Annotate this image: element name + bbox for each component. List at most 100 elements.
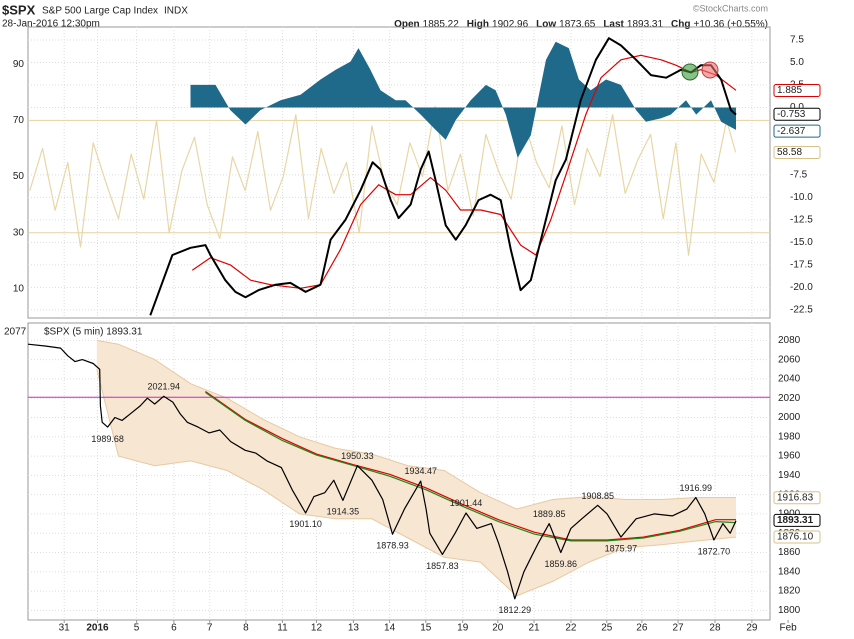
price-annotation: 1901.44 bbox=[450, 498, 483, 508]
y2-tick-label: -17.5 bbox=[790, 260, 813, 271]
symbol: $SPX bbox=[2, 2, 36, 17]
legend: $SPX (5 min) 1893.31 bbox=[44, 327, 143, 338]
quote-value: +10.36 (+0.55%) bbox=[694, 19, 769, 30]
value-box bbox=[773, 107, 821, 121]
x-tick-label: 6 bbox=[171, 623, 177, 634]
price-annotation: 1875.97 bbox=[605, 543, 638, 553]
band-lower bbox=[96, 369, 737, 597]
y-tick-label: 1860 bbox=[778, 547, 801, 558]
quote-label: High bbox=[467, 19, 489, 30]
band-upper bbox=[96, 339, 736, 510]
quote-value: 1893.31 bbox=[627, 19, 664, 30]
quote-label: Chg bbox=[671, 19, 690, 30]
x-tick-label: 5 bbox=[134, 623, 140, 634]
price-annotation: 1950.33 bbox=[341, 451, 374, 461]
x-tick-label: 19 bbox=[457, 623, 469, 634]
value-box-label: -0.753 bbox=[777, 109, 806, 120]
x-tick-label: 12 bbox=[311, 623, 323, 634]
sell-signal bbox=[701, 61, 719, 79]
price-annotation: 1934.47 bbox=[404, 466, 437, 476]
series-line bbox=[205, 391, 737, 542]
value-box-label: 1916.83 bbox=[777, 492, 814, 503]
price-annotation: 1901.10 bbox=[289, 519, 322, 529]
index-name: S&P 500 Large Cap Index bbox=[42, 6, 158, 17]
y-tick-label: 2040 bbox=[778, 374, 801, 385]
quote-value: 1885.22 bbox=[423, 19, 460, 30]
exchange: INDX bbox=[164, 6, 188, 17]
y-tick-label: 10 bbox=[13, 284, 25, 295]
price-annotation: 1908.85 bbox=[581, 491, 614, 501]
price-annotation: 1989.68 bbox=[91, 434, 124, 444]
y2-tick-label: 7.5 bbox=[790, 35, 804, 46]
value-box bbox=[773, 145, 821, 159]
x-tick-label: 7 bbox=[207, 623, 213, 634]
price-layer: 1800182018401860188019001920194019601980… bbox=[4, 323, 821, 634]
quote: Open 1885.22 High 1902.96 Low 1873.65 Last 1893… bbox=[394, 19, 768, 30]
series-line bbox=[27, 343, 737, 600]
start-label: 2077 bbox=[4, 327, 27, 338]
y-tick-label: 30 bbox=[13, 227, 25, 238]
price-annotation: 1889.85 bbox=[533, 509, 566, 519]
y2-tick-label: 5.0 bbox=[790, 57, 804, 68]
y-tick-label: 50 bbox=[13, 171, 25, 182]
y2-tick-label: -10.0 bbox=[790, 192, 813, 203]
y2-tick-label: -22.5 bbox=[790, 305, 813, 316]
value-box-label: 1876.10 bbox=[777, 532, 814, 543]
price-annotation: 1859.86 bbox=[545, 559, 578, 569]
y-tick-label: 2060 bbox=[778, 354, 801, 365]
value-box-label: -2.637 bbox=[777, 126, 806, 137]
y-tick-label: 2080 bbox=[778, 335, 801, 346]
quote-label: Last bbox=[603, 19, 624, 30]
y-tick-label: 70 bbox=[13, 115, 25, 126]
value-box bbox=[773, 491, 821, 505]
price-annotation: 1812.29 bbox=[499, 605, 532, 615]
price-annotation: 1872.70 bbox=[698, 547, 731, 557]
x-tick-label: 28 bbox=[709, 623, 721, 634]
y-tick-label: 1980 bbox=[778, 431, 801, 442]
x-tick-label: 27 bbox=[673, 623, 685, 634]
value-box bbox=[773, 83, 821, 97]
price-annotation: 1914.35 bbox=[327, 506, 360, 516]
x-tick-label: 13 bbox=[348, 623, 360, 634]
band-fill bbox=[96, 340, 737, 596]
quote-value: 1902.96 bbox=[492, 19, 529, 30]
watermark: ©StockCharts.com bbox=[693, 3, 768, 13]
series-line bbox=[205, 391, 736, 541]
y2-tick-label: -15.0 bbox=[790, 237, 813, 248]
value-box-label: 1.885 bbox=[777, 85, 802, 96]
x-tick-label: 26 bbox=[636, 623, 648, 634]
y-tick-label: 1960 bbox=[778, 451, 801, 462]
y-tick-label: 1840 bbox=[778, 566, 801, 577]
y2-tick-label: 0.0 bbox=[790, 102, 804, 113]
x-tick-label: Feb bbox=[779, 623, 797, 634]
quote-value: 1873.65 bbox=[559, 19, 596, 30]
y2-tick-label: -12.5 bbox=[790, 215, 813, 226]
x-tick-label: 31 bbox=[59, 623, 71, 634]
y-tick-label: 2000 bbox=[778, 412, 801, 423]
histogram-area bbox=[190, 41, 736, 158]
x-tick-label: 15 bbox=[420, 623, 432, 634]
indicator-layer: 10305070907.55.02.50.0-7.5-10.0-12.5-15.… bbox=[13, 27, 821, 318]
y-tick-label: 1800 bbox=[778, 605, 801, 616]
y-tick-label: 1820 bbox=[778, 586, 801, 597]
value-box bbox=[773, 530, 821, 544]
price-annotation: 2021.94 bbox=[147, 382, 180, 392]
x-tick-label: 29 bbox=[746, 623, 758, 634]
price-annotation: 1878.93 bbox=[376, 541, 409, 551]
quote-label: Low bbox=[536, 19, 556, 30]
y2-tick-label: -7.5 bbox=[790, 170, 808, 181]
value-box-label: 58.58 bbox=[777, 147, 802, 158]
x-tick-label: 22 bbox=[565, 623, 577, 634]
x-tick-label: 20 bbox=[492, 623, 504, 634]
y-tick-label: 1940 bbox=[778, 470, 801, 481]
price-annotation: 1857.83 bbox=[426, 561, 459, 571]
value-box-label: 1893.31 bbox=[777, 515, 814, 526]
value-box bbox=[773, 513, 821, 527]
x-tick-label: 2016 bbox=[86, 623, 109, 634]
x-tick-label: 14 bbox=[384, 623, 396, 634]
x-tick-label: 11 bbox=[277, 623, 288, 634]
x-tick-label: 21 bbox=[528, 623, 540, 634]
x-tick-label: 8 bbox=[243, 623, 249, 634]
y-tick-label: 2020 bbox=[778, 393, 801, 404]
